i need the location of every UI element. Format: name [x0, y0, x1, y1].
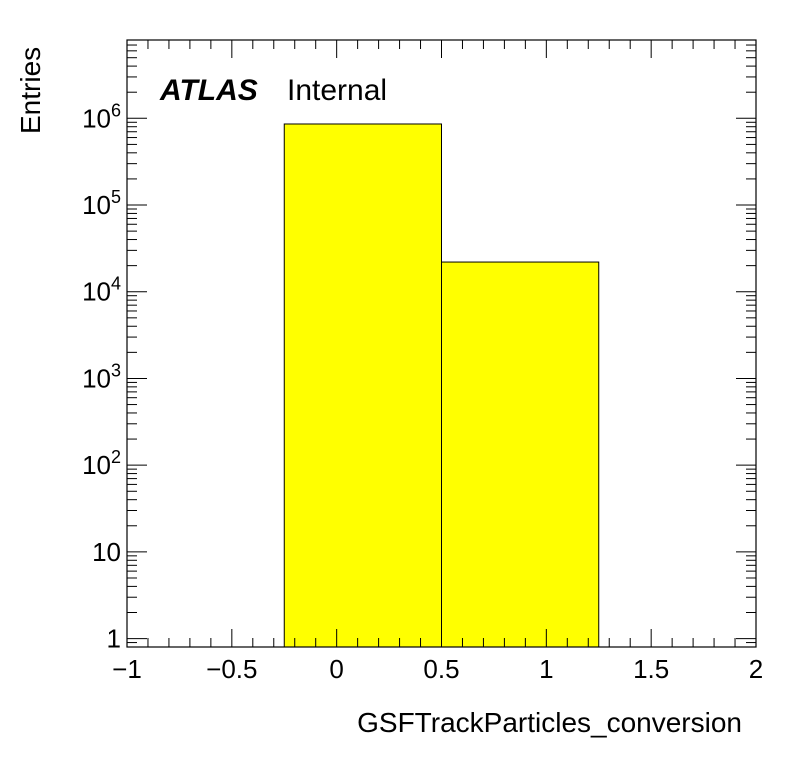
x-tick-label: 0: [329, 654, 343, 684]
x-axis-title: GSFTrackParticles_conversion: [357, 707, 742, 738]
y-tick-labels: 1 10 102 103 104 105 106: [82, 100, 121, 653]
x-tick-label: 0.5: [423, 654, 459, 684]
x-tick-label: 2: [749, 654, 763, 684]
x-tick-label: 1: [539, 654, 553, 684]
y-tick-label: 102: [82, 447, 121, 480]
atlas-label: ATLAS: [159, 74, 258, 107]
y-tick-label: 104: [82, 274, 121, 307]
x-tick-labels: −1 −0.5 0 0.5 1 1.5 2: [112, 654, 763, 684]
histogram-bin-0: [283, 123, 442, 648]
x-tick-label: −0.5: [206, 654, 257, 684]
y-tick-label: 10: [92, 537, 121, 567]
internal-label: Internal: [287, 74, 387, 107]
y-axis-title: Entries: [15, 47, 46, 134]
x-tick-label: −1: [112, 654, 142, 684]
y-tick-label: 1: [107, 624, 121, 654]
y-tick-label: 106: [82, 100, 121, 133]
y-tick-label: 105: [82, 187, 121, 220]
y-tick-label: 103: [82, 360, 121, 393]
histogram-bars: [283, 123, 600, 648]
histogram-bin-1: [441, 261, 600, 648]
x-tick-label: 1.5: [633, 654, 669, 684]
plot-frame: [126, 39, 757, 648]
